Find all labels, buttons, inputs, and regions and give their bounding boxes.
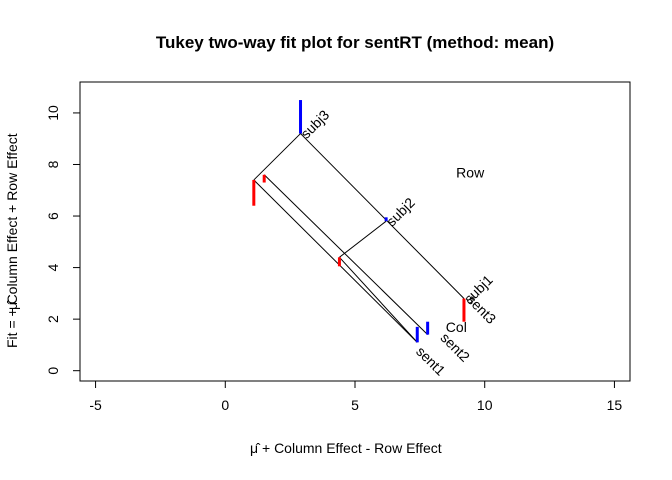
x-axis-title-text: + Column Effect - Row Effect: [262, 440, 442, 456]
fit-line-sent2: [263, 174, 428, 335]
row-group-label: Row: [456, 164, 485, 180]
fit-lines: [253, 133, 465, 343]
y-axis: 0 2 4 6 8 10: [45, 105, 81, 375]
y-tick-label: 10: [45, 105, 61, 121]
x-axis-title: μ̂ + Column Effect - Row Effect: [250, 440, 442, 456]
y-tick-label: 4: [45, 263, 61, 271]
x-tick-label: 10: [477, 397, 493, 413]
x-tick-label: 5: [351, 397, 359, 413]
y-tick-label: 6: [45, 212, 61, 220]
x-axis-title-prefix: μ̂: [250, 440, 261, 456]
point-label-sent1: sent1: [413, 343, 449, 379]
y-axis-title: Fit = + Column Effect + Row Effect μ̂: [4, 133, 20, 348]
x-tick-label: 0: [221, 397, 229, 413]
fit-line-mid: [339, 256, 418, 343]
plot-frame: [79, 81, 631, 382]
fit-line-subj2: [339, 220, 387, 258]
y-tick-label: 0: [45, 367, 61, 375]
residual-bars: [252, 100, 466, 343]
x-tick-label: -5: [89, 397, 102, 413]
x-tick-label: 15: [607, 397, 623, 413]
x-axis: -5 0 5 10 15: [89, 380, 623, 413]
col-group-label: Col: [446, 319, 467, 335]
point-label-subj3: subj3: [297, 107, 332, 142]
point-label-sent3: sent3: [464, 291, 500, 327]
y-tick-label: 8: [45, 160, 61, 168]
y-axis-title-prefix: μ̂: [4, 299, 20, 310]
y-tick-label: 2: [45, 315, 61, 323]
fit-line-sent1: [253, 179, 418, 343]
fit-line-top: [253, 133, 301, 181]
point-label-subj2: subj2: [383, 194, 418, 229]
fit-line-subj3: [300, 133, 465, 299]
y-axis-title-text: Fit = + Column Effect + Row Effect: [4, 133, 20, 348]
chart-title: Tukey two-way fit plot for sentRT (metho…: [156, 33, 554, 52]
